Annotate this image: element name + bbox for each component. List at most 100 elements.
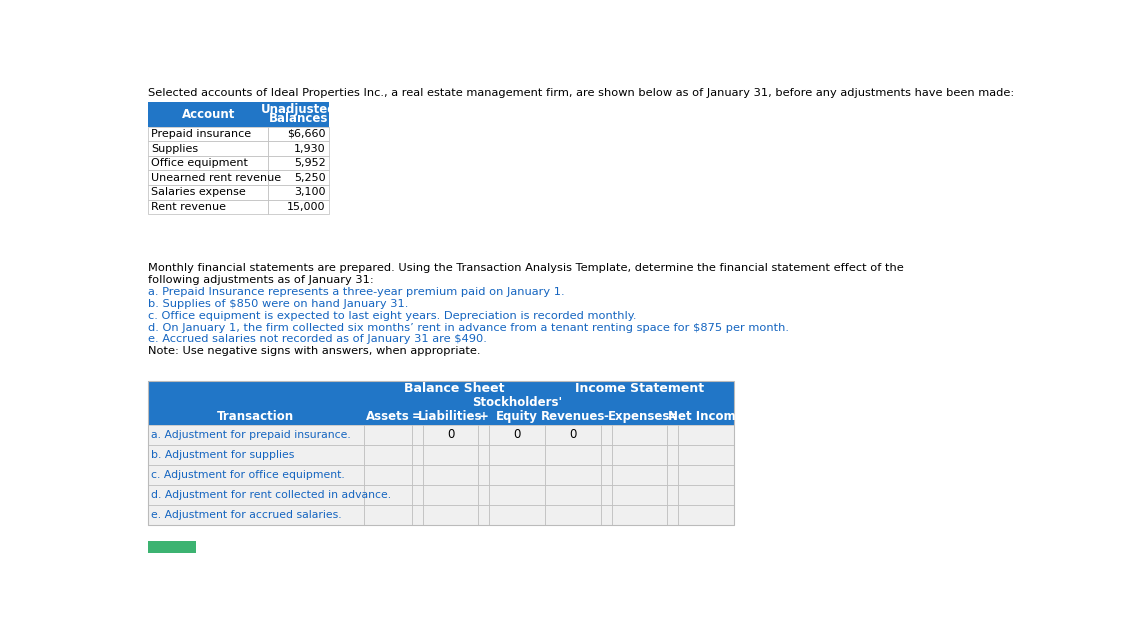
- Text: 15,000: 15,000: [287, 202, 326, 212]
- Bar: [478, 464, 490, 484]
- Text: 0: 0: [569, 428, 577, 441]
- Bar: [364, 504, 411, 524]
- Bar: [268, 200, 328, 214]
- Bar: [411, 444, 423, 464]
- Bar: [148, 381, 734, 424]
- Bar: [423, 464, 478, 484]
- Text: 1,930: 1,930: [294, 144, 326, 154]
- Text: 5,952: 5,952: [294, 158, 326, 168]
- Text: c. Adjustment for office equipment.: c. Adjustment for office equipment.: [151, 469, 345, 479]
- Bar: [668, 444, 678, 464]
- Text: Assets: Assets: [366, 411, 410, 423]
- Bar: [678, 444, 734, 464]
- Text: Balances: Balances: [269, 112, 328, 126]
- Text: c. Office equipment is expected to last eight years. Depreciation is recorded mo: c. Office equipment is expected to last …: [148, 311, 636, 321]
- Bar: [611, 424, 668, 444]
- Bar: [148, 141, 268, 156]
- Bar: [601, 444, 611, 464]
- Text: e. Adjustment for accrued salaries.: e. Adjustment for accrued salaries.: [151, 509, 342, 519]
- Text: =: =: [668, 411, 678, 423]
- Text: d. On January 1, the firm collected six months’ rent in advance from a tenant re: d. On January 1, the firm collected six …: [148, 322, 790, 332]
- Bar: [148, 200, 268, 214]
- Bar: [148, 127, 268, 141]
- Bar: [490, 504, 545, 524]
- Text: Liabilities: Liabilities: [418, 411, 483, 423]
- Bar: [148, 185, 268, 200]
- Text: Supplies: Supplies: [151, 144, 199, 154]
- Bar: [148, 102, 328, 127]
- Bar: [423, 484, 478, 504]
- Text: a. Adjustment for prepaid insurance.: a. Adjustment for prepaid insurance.: [151, 429, 351, 439]
- Bar: [423, 424, 478, 444]
- Text: Rent revenue: Rent revenue: [151, 202, 226, 212]
- Bar: [411, 504, 423, 524]
- Text: following adjustments as of January 31:: following adjustments as of January 31:: [148, 275, 374, 285]
- Bar: [678, 464, 734, 484]
- Text: Office equipment: Office equipment: [151, 158, 248, 168]
- Text: a. Prepaid Insurance represents a three-year premium paid on January 1.: a. Prepaid Insurance represents a three-…: [148, 287, 565, 297]
- Text: Expenses: Expenses: [609, 411, 670, 423]
- Text: 0: 0: [446, 428, 454, 441]
- Bar: [411, 464, 423, 484]
- Text: d. Adjustment for rent collected in advance.: d. Adjustment for rent collected in adva…: [151, 489, 392, 499]
- Bar: [148, 171, 268, 185]
- Bar: [611, 444, 668, 464]
- Text: Salaries expense: Salaries expense: [151, 188, 247, 198]
- Text: Note: Use negative signs with answers, when appropriate.: Note: Use negative signs with answers, w…: [148, 346, 481, 356]
- Bar: [668, 504, 678, 524]
- Text: Net Income: Net Income: [668, 411, 744, 423]
- Text: Stockholders': Stockholders': [473, 396, 562, 409]
- Bar: [268, 171, 328, 185]
- Text: =: =: [412, 411, 423, 423]
- Bar: [148, 504, 364, 524]
- Bar: [268, 127, 328, 141]
- Bar: [423, 504, 478, 524]
- Bar: [545, 484, 601, 504]
- Text: Unearned rent revenue: Unearned rent revenue: [151, 173, 282, 182]
- Bar: [148, 381, 734, 524]
- Bar: [668, 464, 678, 484]
- Text: b. Adjustment for supplies: b. Adjustment for supplies: [151, 449, 294, 459]
- Bar: [148, 464, 364, 484]
- Bar: [545, 464, 601, 484]
- Bar: [148, 156, 268, 171]
- Bar: [601, 464, 611, 484]
- Bar: [678, 504, 734, 524]
- Bar: [545, 424, 601, 444]
- Bar: [364, 424, 411, 444]
- Text: Unadjusted: Unadjusted: [261, 103, 336, 116]
- Bar: [601, 504, 611, 524]
- Text: -: -: [604, 411, 609, 423]
- Text: Equity: Equity: [496, 411, 538, 423]
- Bar: [478, 504, 490, 524]
- Bar: [148, 484, 364, 504]
- Text: $6,660: $6,660: [287, 129, 326, 139]
- Bar: [668, 484, 678, 504]
- Bar: [411, 484, 423, 504]
- Text: Account: Account: [182, 107, 235, 121]
- Text: Prepaid insurance: Prepaid insurance: [151, 129, 251, 139]
- Text: Transaction: Transaction: [217, 411, 294, 423]
- Text: Selected accounts of Ideal Properties Inc., a real estate management firm, are s: Selected accounts of Ideal Properties In…: [148, 88, 1014, 98]
- Bar: [148, 541, 197, 553]
- Bar: [490, 444, 545, 464]
- Bar: [148, 424, 364, 444]
- Text: Balance Sheet: Balance Sheet: [404, 382, 504, 395]
- Bar: [611, 504, 668, 524]
- Bar: [268, 141, 328, 156]
- Bar: [490, 464, 545, 484]
- Bar: [364, 464, 411, 484]
- Bar: [490, 484, 545, 504]
- Bar: [678, 424, 734, 444]
- Bar: [423, 444, 478, 464]
- Text: 0: 0: [513, 428, 520, 441]
- Text: Income Statement: Income Statement: [575, 382, 704, 395]
- Bar: [478, 484, 490, 504]
- Bar: [268, 156, 328, 171]
- Bar: [611, 464, 668, 484]
- Bar: [601, 484, 611, 504]
- Text: +: +: [479, 411, 488, 423]
- Bar: [148, 444, 364, 464]
- Bar: [478, 424, 490, 444]
- Text: Revenues: Revenues: [541, 411, 605, 423]
